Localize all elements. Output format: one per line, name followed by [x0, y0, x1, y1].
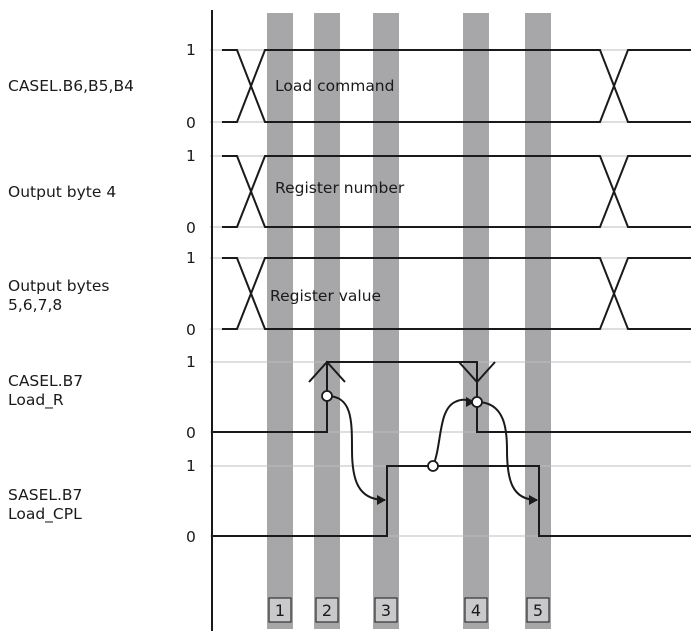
signal-name-output-bytes-line2: 5,6,7,8 — [8, 296, 62, 314]
bus-label-register-value: Register value — [270, 287, 381, 305]
step-box-2 — [315, 597, 339, 623]
handshake-arrows — [321, 390, 538, 505]
event-circle — [321, 390, 333, 402]
level-low-label: 0 — [186, 114, 196, 132]
rising-edge-marker — [308, 360, 346, 383]
step-box-5 — [526, 597, 550, 623]
step-label-3: 3 — [381, 601, 391, 620]
signal-name-output-bytes: Output bytes — [8, 277, 109, 295]
signal-names: CASEL.B6,B5,B4 Output byte 4 Output byte… — [8, 77, 134, 524]
step-label-4: 4 — [471, 601, 481, 620]
level-high-label: 1 — [186, 147, 196, 165]
waveform-load-cpl — [213, 465, 691, 537]
level-low-label: 0 — [186, 219, 196, 237]
step-band-2 — [314, 13, 340, 629]
step-label-1: 1 — [275, 601, 285, 620]
signal-name-output-byte-4: Output byte 4 — [8, 183, 116, 201]
waveform-load-r — [213, 360, 691, 433]
level-labels: 1 0 1 0 1 0 1 0 1 0 — [186, 41, 196, 546]
event-circle — [427, 460, 439, 472]
arrow-load-cpl-to-load-r — [432, 396, 475, 467]
step-band-4 — [463, 13, 489, 629]
level-high-label: 1 — [186, 41, 196, 59]
level-low-label: 0 — [186, 321, 196, 339]
signal-name-casel-b7: CASEL.B7 — [8, 372, 83, 390]
event-circle — [471, 396, 483, 408]
level-high-label: 1 — [186, 457, 196, 475]
arrow-load-r-fall-to-load-cpl — [476, 401, 538, 505]
step-box-4 — [464, 597, 488, 623]
falling-edge-marker — [458, 361, 496, 384]
bus-waveform-output-bytes: Register value — [222, 257, 691, 330]
bus-label-load-command: Load command — [275, 77, 394, 95]
signal-name-casel-b654: CASEL.B6,B5,B4 — [8, 77, 134, 95]
arrow-load-r-to-load-cpl — [326, 395, 386, 505]
signal-name-load-r: Load_R — [8, 391, 64, 410]
step-label-5: 5 — [533, 601, 543, 620]
step-markers: 1 2 3 4 5 — [268, 597, 550, 623]
bus-waveform-output-byte-4: Register number — [222, 155, 691, 228]
level-low-label: 0 — [186, 528, 196, 546]
signal-name-sasel-b7: SASEL.B7 — [8, 486, 82, 504]
step-box-1 — [268, 597, 292, 623]
bus-waveform-casel-b654: Load command — [222, 49, 691, 123]
step-label-2: 2 — [322, 601, 332, 620]
level-low-label: 0 — [186, 424, 196, 442]
level-high-label: 1 — [186, 353, 196, 371]
bus-label-register-number: Register number — [275, 179, 405, 197]
step-band-1 — [267, 13, 293, 629]
level-high-label: 1 — [186, 249, 196, 267]
signal-name-load-cpl: Load_CPL — [8, 505, 82, 524]
step-box-3 — [374, 597, 398, 623]
